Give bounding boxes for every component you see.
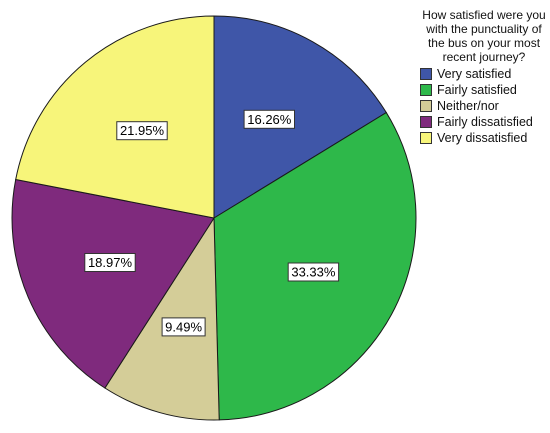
data-label-box: [243, 109, 296, 129]
data-label: 18.97%: [84, 253, 136, 272]
legend-item: Fairly dissatisfied: [420, 114, 548, 130]
data-label-box: [116, 121, 168, 141]
legend-item: Very satisfied: [420, 66, 548, 82]
legend: How satisfied were you with the punctual…: [420, 8, 548, 146]
data-label: 9.49%: [161, 317, 206, 337]
legend-item: Fairly satisfied: [420, 82, 548, 98]
pie-slices: [11, 15, 417, 421]
legend-label: Fairly dissatisfied: [437, 115, 533, 129]
pie-slice-very-satisfied: [213, 15, 387, 219]
legend-item: Neither/nor: [420, 98, 548, 114]
legend-swatch: [420, 132, 432, 144]
legend-label: Neither/nor: [437, 99, 499, 113]
legend-label: Fairly satisfied: [437, 83, 517, 97]
legend-swatch: [420, 68, 432, 80]
data-label-text: 18.97%: [88, 255, 133, 270]
data-label-box: [161, 317, 206, 337]
data-label-box: [287, 262, 340, 282]
legend-swatch: [420, 84, 432, 96]
data-label-text: 21.95%: [120, 123, 165, 138]
data-label-text: 33.33%: [291, 265, 336, 280]
data-label: 33.33%: [287, 262, 340, 282]
legend-item: Very dissatisfied: [420, 130, 548, 146]
data-label: 16.26%: [243, 109, 296, 129]
legend-label: Very satisfied: [437, 67, 512, 81]
data-label-box: [84, 253, 136, 272]
legend-items: Very satisfied Fairly satisfied Neither/no…: [420, 66, 548, 146]
pie-slice-very-dissatisfied: [15, 15, 215, 219]
legend-swatch: [420, 100, 432, 112]
pie-slice-fairly-dissatisfied: [11, 178, 215, 389]
legend-label: Very dissatisfied: [437, 131, 528, 145]
data-label: 21.95%: [116, 121, 168, 141]
pie-data-labels: 16.26% 33.33% 9.49% 18.97% 21.95%: [84, 109, 340, 337]
data-label-text: 9.49%: [165, 319, 202, 334]
legend-title: How satisfied were you with the punctual…: [422, 8, 546, 64]
legend-swatch: [420, 116, 432, 128]
data-label-text: 16.26%: [247, 112, 292, 127]
